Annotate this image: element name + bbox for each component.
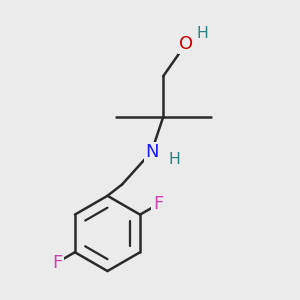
Text: F: F [153,195,163,213]
Text: O: O [179,35,193,53]
Text: F: F [52,254,62,272]
Text: H: H [196,26,208,41]
Text: N: N [145,142,158,160]
Text: H: H [169,152,181,167]
